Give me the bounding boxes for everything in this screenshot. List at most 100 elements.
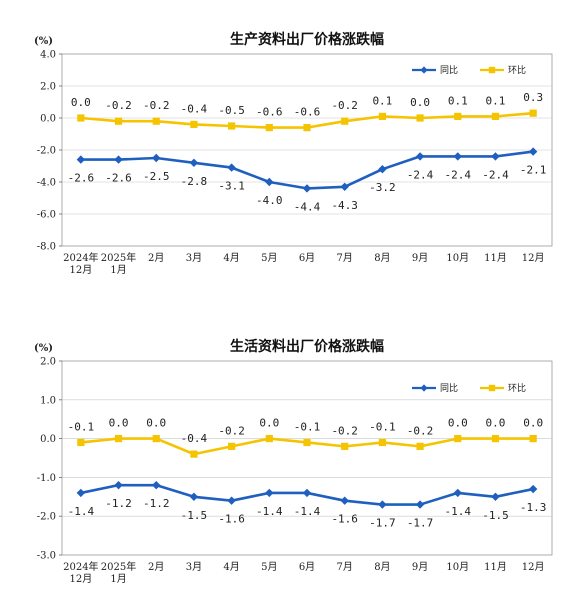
x-tick-label: 2月 [148, 561, 164, 573]
x-tick-label: 2025年 [101, 560, 136, 573]
data-label: -1.3 [520, 501, 547, 514]
x-tick-label: 12月 [522, 561, 545, 573]
data-point [114, 435, 123, 443]
data-label: 0.1 [372, 94, 392, 107]
y-tick-label: 1.0 [40, 395, 56, 406]
legend: 同比 环比 [412, 382, 526, 394]
legend-label: 同比 [440, 382, 458, 394]
y-tick-label: -2.0 [37, 146, 56, 157]
y-tick-label: 2.0 [40, 82, 56, 93]
data-label: -0.2 [143, 99, 170, 112]
x-tick-label: 2025年 [101, 251, 136, 264]
data-label: 0.0 [146, 417, 166, 430]
data-point [415, 152, 425, 161]
data-point [340, 182, 349, 191]
data-label: -0.2 [218, 424, 245, 437]
data-point [528, 484, 538, 494]
data-point [529, 435, 537, 443]
data-point [491, 492, 500, 501]
data-label: 0.3 [523, 91, 543, 104]
data-point [190, 120, 198, 128]
x-tick-label: 12月 [69, 264, 92, 276]
data-point [491, 152, 500, 161]
data-point [265, 488, 274, 498]
data-label: -2.6 [68, 172, 95, 185]
legend-label: 环比 [508, 382, 526, 394]
data-point [114, 155, 123, 164]
y-tick-label: 0.0 [40, 434, 56, 445]
data-point [265, 124, 273, 132]
data-point [415, 500, 425, 509]
y-tick-label: -6.0 [37, 210, 56, 221]
chart-title: 生活资料出厂价格涨跌幅 [230, 338, 384, 355]
data-label: -1.4 [256, 505, 283, 518]
data-label: -1.6 [218, 513, 245, 526]
data-point [340, 496, 349, 505]
data-point [152, 117, 160, 125]
data-point [378, 500, 387, 509]
data-point [228, 442, 236, 450]
data-point [265, 435, 273, 443]
data-label: -2.4 [482, 168, 509, 181]
data-point [227, 496, 236, 505]
data-label: -3.1 [218, 180, 245, 193]
legend-swatch-marker [420, 384, 428, 392]
data-label: -0.2 [105, 99, 132, 112]
x-tick-label: 5月 [261, 561, 277, 573]
data-point [152, 480, 161, 490]
data-label: -4.3 [331, 199, 358, 212]
x-tick-label: 4月 [223, 561, 239, 573]
data-label: -1.4 [68, 505, 95, 518]
legend-swatch-marker [488, 384, 496, 392]
chart-1: 生产资料出厂价格涨跌幅 (%) 4.0 2.0 0.0 -2.0 -4.0 -6.0 -8.0 2… [34, 31, 553, 276]
x-tick-label: 7月 [337, 561, 353, 573]
y-tick-label: -3.0 [37, 551, 56, 562]
data-point [378, 112, 386, 120]
y-tick-label: -4.0 [37, 178, 56, 189]
x-tick-label: 8月 [374, 252, 390, 264]
x-tick-label: 5月 [261, 252, 277, 264]
data-point [189, 158, 199, 167]
data-label: 0.0 [486, 417, 506, 430]
data-label: 0.0 [410, 96, 430, 109]
data-label: -1.5 [181, 509, 208, 522]
data-label: -1.6 [331, 513, 358, 526]
x-tick-label: 1月 [110, 264, 126, 276]
legend-label: 环比 [508, 64, 526, 76]
y-tick-label: 4.0 [40, 50, 56, 61]
data-label: -2.1 [520, 164, 547, 177]
data-label: -2.5 [143, 170, 170, 183]
data-label: 0.0 [259, 417, 279, 430]
data-point [265, 177, 274, 187]
data-point [303, 438, 311, 447]
data-label: -0.2 [407, 424, 434, 437]
x-tick-label: 8月 [374, 561, 390, 573]
data-point [152, 153, 161, 163]
data-label: -0.1 [369, 420, 396, 433]
data-label: -4.4 [294, 200, 321, 213]
data-label: -2.8 [181, 175, 208, 188]
data-label: -0.2 [331, 99, 358, 112]
y-tick-label: -1.0 [37, 473, 56, 484]
x-tick-label: 10月 [446, 252, 469, 264]
data-label: -1.5 [482, 509, 509, 522]
x-tick-label: 12月 [69, 573, 92, 585]
legend-swatch-marker [488, 66, 496, 74]
data-label: -1.7 [369, 517, 396, 530]
x-tick-label: 6月 [299, 252, 315, 264]
plot-frame [61, 360, 553, 556]
data-point [228, 122, 236, 130]
data-point [416, 114, 424, 122]
data-point [76, 155, 86, 164]
data-point [341, 117, 349, 125]
legend-swatch-marker [420, 66, 428, 74]
data-point [77, 114, 85, 122]
data-point [302, 184, 312, 193]
y-axis-unit: (%) [34, 343, 53, 354]
data-label: -1.4 [294, 505, 321, 518]
x-tick-label: 12月 [522, 252, 545, 264]
data-point [114, 117, 123, 125]
data-point [416, 442, 424, 450]
